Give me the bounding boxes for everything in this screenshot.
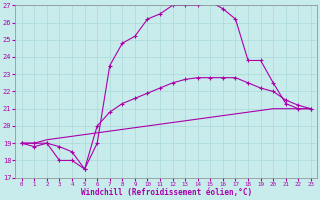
X-axis label: Windchill (Refroidissement éolien,°C): Windchill (Refroidissement éolien,°C) xyxy=(81,188,252,197)
